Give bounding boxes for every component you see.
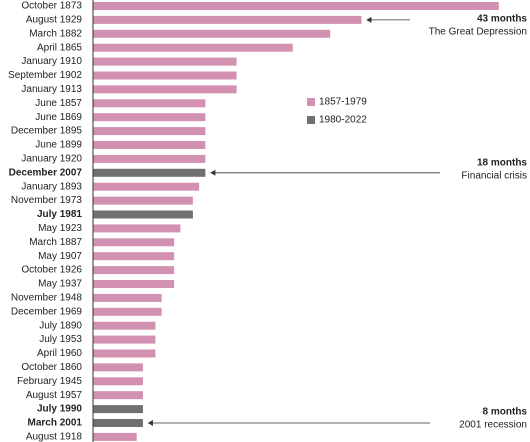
y-tick-label: October 1873: [21, 1, 82, 12]
bar: [93, 141, 206, 149]
bar: [93, 391, 143, 400]
y-tick-label: August 1929: [26, 15, 83, 26]
bar: [93, 252, 175, 261]
bar: [93, 432, 137, 441]
y-tick-label: November 1948: [11, 293, 83, 304]
y-tick-label: July 1890: [39, 320, 82, 331]
bar: [93, 238, 175, 247]
y-tick-label: October 1860: [21, 362, 82, 373]
y-tick-label: April 1960: [37, 348, 82, 359]
annotation-label: 8 months: [483, 407, 528, 418]
bar: [93, 2, 499, 10]
bar: [93, 85, 237, 94]
annotation-label: 43 months: [477, 14, 527, 25]
y-tick-label: November 1973: [11, 195, 83, 206]
annotation-label: 18 months: [477, 158, 527, 169]
bar: [93, 154, 206, 163]
y-tick-label: August 1918: [26, 432, 83, 442]
annotation-arrowhead: [147, 420, 153, 426]
bar: [93, 196, 193, 205]
y-tick-label: December 1969: [11, 306, 83, 317]
y-tick-label: June 1869: [35, 112, 82, 123]
bar: [93, 29, 331, 38]
y-tick-label: August 1957: [26, 390, 83, 401]
bar: [93, 307, 162, 316]
y-tick-label: October 1926: [21, 265, 82, 276]
y-tick-label: March 1887: [29, 237, 82, 248]
y-tick-label: January 1893: [21, 181, 82, 192]
y-tick-label: February 1945: [17, 376, 82, 387]
bar: [93, 113, 206, 122]
legend-swatch: [307, 116, 315, 124]
y-tick-label: July 1953: [39, 334, 82, 345]
bar: [93, 182, 200, 191]
y-tick-label: December 2007: [9, 167, 83, 178]
legend-swatch: [307, 98, 315, 106]
bar: [93, 280, 175, 288]
bar: [93, 99, 206, 108]
y-tick-label: April 1865: [37, 42, 82, 53]
bar: [93, 71, 237, 80]
bar: [93, 43, 293, 52]
annotation-arrowhead: [366, 16, 372, 23]
bar: [93, 266, 175, 275]
legend-label: 1980-2022: [319, 115, 367, 126]
bar: [93, 419, 143, 427]
annotation-text: Financial crisis: [461, 171, 527, 182]
y-tick-label: January 1910: [21, 56, 82, 67]
y-tick-label: May 1937: [38, 279, 82, 290]
y-tick-label: June 1899: [35, 140, 82, 151]
bar: [93, 57, 237, 66]
y-tick-label: June 1857: [35, 98, 82, 109]
y-tick-label: September 1902: [8, 70, 82, 81]
y-tick-label: July 1981: [37, 209, 82, 220]
bar: [93, 335, 156, 344]
bar: [93, 210, 193, 219]
bar: [93, 168, 206, 177]
bar: [93, 127, 206, 136]
bar: [93, 224, 181, 233]
annotation-text: 2001 recession: [459, 420, 527, 431]
y-tick-label: July 1990: [37, 404, 82, 415]
y-tick-label: January 1913: [21, 84, 82, 95]
bar: [93, 349, 156, 358]
y-tick-label: December 1895: [11, 126, 83, 137]
bar: [93, 293, 162, 302]
bar: [93, 363, 143, 372]
y-tick-label: May 1907: [38, 251, 82, 262]
bar: [93, 15, 362, 24]
bar: [93, 321, 156, 330]
annotation-arrowhead: [210, 169, 216, 176]
legend-label: 1857-1979: [319, 97, 367, 108]
y-tick-label: March 2001: [28, 418, 83, 429]
bar: [93, 377, 143, 386]
y-tick-label: March 1882: [29, 28, 82, 39]
y-tick-label: January 1920: [21, 154, 82, 165]
y-tick-label: May 1923: [38, 223, 82, 234]
bar: [93, 405, 143, 414]
annotation-text: The Great Depression: [429, 27, 527, 38]
